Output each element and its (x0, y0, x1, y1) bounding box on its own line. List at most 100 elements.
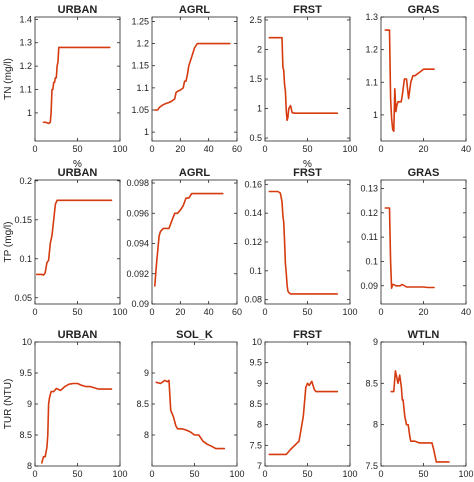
y-tick-label: 1.15 (131, 61, 149, 71)
x-tick-label: 20 (175, 307, 185, 317)
y-tick-label: 8.5 (249, 399, 262, 409)
axes-box (264, 341, 351, 467)
y-tick-label: 9 (144, 368, 149, 378)
y-tick-label: 1.25 (131, 16, 149, 26)
series-line (384, 207, 435, 290)
panel-title: URBAN (58, 167, 98, 179)
y-tick-label: 8.5 (365, 378, 378, 388)
y-tick-label: 9 (257, 378, 262, 388)
y-tick-label: 0.1 (365, 256, 378, 266)
x-tick-label: 20 (418, 307, 428, 317)
axes-box (264, 179, 351, 305)
y-tick-label: 7.5 (249, 440, 262, 450)
x-tick-label: 50 (189, 469, 199, 479)
panel-title: URBAN (58, 329, 98, 341)
x-tick-label: 100 (112, 469, 127, 479)
y-tick-label: 0.08 (244, 295, 262, 305)
x-tick-label: 100 (342, 469, 357, 479)
y-tick-label: 0.09 (131, 299, 149, 309)
series-line (40, 382, 113, 464)
y-tick-label: 8.5 (19, 430, 32, 440)
panel-7: FRST 0 50 100 0.08 0.1 0.12 0.14 0.16 (244, 167, 357, 317)
y-tick-label: 0.094 (126, 239, 149, 249)
x-tick-label: 100 (342, 144, 357, 154)
panel-title: FRST (293, 4, 322, 16)
x-axis-label: % (73, 159, 82, 170)
y-tick-label: 7.5 (365, 461, 378, 471)
y-tick-label: 1.2 (365, 45, 378, 55)
y-tick-label: 2.5 (249, 15, 262, 25)
panel-title: URBAN (58, 4, 98, 16)
y-tick-label: 0.12 (360, 208, 378, 218)
y-tick-label: 8.5 (136, 399, 149, 409)
axes-box (151, 16, 238, 142)
panel-8: GRAS 0 20 40 0.09 0.1 0.11 0.12 0.13 (360, 167, 471, 317)
axes-box (380, 16, 467, 142)
axes-box (380, 341, 467, 467)
y-tick-label: 1.1 (19, 85, 32, 95)
y-tick-label: 1.1 (365, 77, 378, 87)
y-tick-label: 0.09 (360, 281, 378, 291)
x-tick-label: 0 (378, 307, 383, 317)
y-tick-label: 9 (373, 337, 378, 347)
y-tick-label: 1.05 (131, 105, 149, 115)
y-tick-label: 0.05 (14, 293, 32, 303)
x-tick-label: 0 (378, 469, 383, 479)
x-tick-label: 60 (232, 144, 242, 154)
x-tick-label: 50 (302, 144, 312, 154)
y-tick-label: 1.2 (19, 61, 32, 71)
panel-6: AGRL 0 20 40 60 0.09 0.092 0.094 0.096 0.098 (126, 167, 242, 317)
x-tick-label: 20 (418, 144, 428, 154)
x-tick-label: 0 (262, 307, 267, 317)
x-tick-label: 0 (378, 144, 383, 154)
y-axis-label: TP (mg/l) (3, 222, 14, 263)
y-tick-label: 0.1 (249, 266, 262, 276)
panel-title: FRST (293, 329, 322, 341)
series-line (35, 199, 113, 276)
x-tick-label: 40 (204, 144, 214, 154)
panel-title: SOL_K (176, 329, 213, 341)
axes-box (34, 179, 121, 305)
panel-title: AGRL (179, 167, 210, 179)
x-tick-label: 100 (112, 144, 127, 154)
y-tick-label: 1 (257, 104, 262, 114)
y-tick-label: 0.15 (14, 215, 32, 225)
y-tick-label: 0.5 (249, 133, 262, 143)
panel-title: GRAS (408, 167, 440, 179)
y-tick-label: 0.096 (126, 208, 149, 218)
y-tick-label: 1.1 (136, 83, 149, 93)
series-line (154, 42, 231, 111)
x-tick-label: 50 (302, 307, 312, 317)
y-tick-label: 1.3 (365, 12, 378, 22)
y-tick-label: 1.5 (249, 74, 262, 84)
series-line (42, 46, 111, 125)
x-tick-label: 0 (262, 144, 267, 154)
x-tick-label: 100 (458, 469, 473, 479)
y-tick-label: 10 (22, 337, 32, 347)
x-tick-label: 40 (204, 307, 214, 317)
y-tick-label: 0.12 (244, 237, 262, 247)
y-tick-label: 0.092 (126, 269, 149, 279)
x-tick-label: 100 (229, 469, 244, 479)
x-tick-label: 0 (149, 144, 154, 154)
panel-title: WTLN (408, 329, 440, 341)
axes-box (151, 341, 238, 467)
y-tick-label: 0.098 (126, 178, 149, 188)
x-tick-label: 0 (149, 307, 154, 317)
y-tick-label: 9.5 (249, 358, 262, 368)
series-line (384, 29, 435, 132)
panel-4: GRAS 0 20 40 1 1.1 1.2 1.3 (365, 4, 471, 154)
y-axis-label: TUR (NTU) (3, 379, 14, 430)
panel-title: FRST (293, 167, 322, 179)
y-tick-label: 0.2 (19, 176, 32, 186)
y-tick-label: 8 (373, 420, 378, 430)
y-tick-label: 1.2 (136, 39, 149, 49)
y-tick-label: 8 (257, 420, 262, 430)
x-axis-label: % (303, 159, 312, 170)
y-tick-label: 2 (257, 44, 262, 54)
y-tick-label: 0.14 (244, 208, 262, 218)
x-tick-label: 100 (342, 307, 357, 317)
